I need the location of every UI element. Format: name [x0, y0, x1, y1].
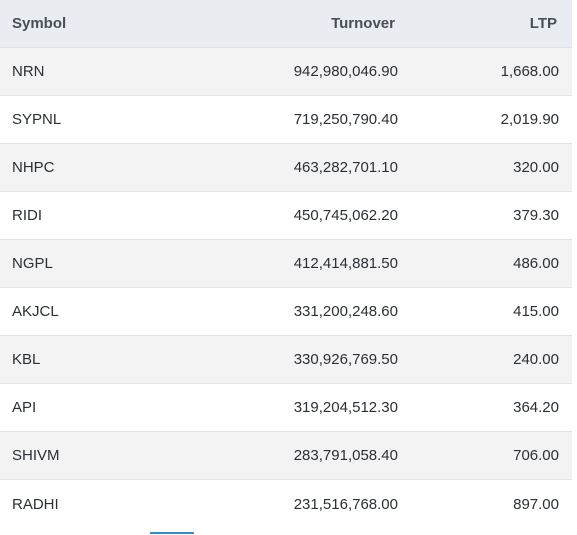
- turnover-cell: 719,250,790.40: [293, 111, 398, 128]
- table-row[interactable]: NRN 942,980,046.90 1,668.00: [0, 48, 572, 96]
- column-header-ltp[interactable]: LTP: [529, 15, 557, 32]
- table-row[interactable]: API 319,204,512.30 364.20: [0, 384, 572, 432]
- table-row[interactable]: KBL 330,926,769.50 240.00: [0, 336, 572, 384]
- table-row[interactable]: RADHI 231,516,768.00 897.00: [0, 480, 572, 528]
- ltp-cell: 320.00: [513, 159, 559, 176]
- ltp-cell: 897.00: [513, 495, 559, 513]
- horizontal-scroll-indicator[interactable]: [150, 532, 194, 534]
- turnover-cell: 319,204,512.30: [293, 399, 398, 416]
- turnover-cell: 331,200,248.60: [293, 303, 398, 320]
- turnover-cell: 450,745,062.20: [293, 207, 398, 224]
- turnover-cell: 942,980,046.90: [293, 63, 398, 80]
- table-row[interactable]: NGPL 412,414,881.50 486.00: [0, 240, 572, 288]
- ltp-cell: 240.00: [513, 351, 559, 368]
- symbol-cell: AKJCL: [12, 303, 59, 320]
- column-header-symbol[interactable]: Symbol: [12, 15, 67, 32]
- ltp-cell: 415.00: [513, 303, 559, 320]
- symbol-cell: NGPL: [12, 255, 53, 272]
- turnover-cell: 231,516,768.00: [293, 495, 398, 513]
- turnover-table: Symbol Turnover LTP NRN 942,980,046.90 1…: [0, 0, 572, 528]
- symbol-cell: KBL: [12, 351, 41, 368]
- ltp-cell: 706.00: [513, 447, 559, 464]
- table-row[interactable]: SHIVM 283,791,058.40 706.00: [0, 432, 572, 480]
- table-row[interactable]: AKJCL 331,200,248.60 415.00: [0, 288, 572, 336]
- table-header: Symbol Turnover LTP: [0, 0, 572, 48]
- symbol-cell: NHPC: [12, 159, 55, 176]
- symbol-cell: NRN: [12, 63, 45, 80]
- symbol-cell: API: [12, 399, 37, 416]
- symbol-cell: SHIVM: [12, 447, 60, 464]
- turnover-cell: 412,414,881.50: [293, 255, 398, 272]
- ltp-cell: 364.20: [513, 399, 559, 416]
- symbol-cell: SYPNL: [12, 111, 62, 128]
- ltp-cell: 2,019.90: [500, 111, 559, 128]
- ltp-cell: 486.00: [513, 255, 559, 272]
- column-header-turnover[interactable]: Turnover: [331, 15, 395, 32]
- ltp-cell: 379.30: [513, 207, 559, 224]
- turnover-cell: 463,282,701.10: [293, 159, 398, 176]
- symbol-cell: RADHI: [12, 495, 59, 513]
- turnover-cell: 330,926,769.50: [293, 351, 398, 368]
- table-row[interactable]: RIDI 450,745,062.20 379.30: [0, 192, 572, 240]
- turnover-cell: 283,791,058.40: [293, 447, 398, 464]
- symbol-cell: RIDI: [12, 207, 42, 224]
- table-row[interactable]: SYPNL 719,250,790.40 2,019.90: [0, 96, 572, 144]
- ltp-cell: 1,668.00: [500, 63, 559, 80]
- table-row[interactable]: NHPC 463,282,701.10 320.00: [0, 144, 572, 192]
